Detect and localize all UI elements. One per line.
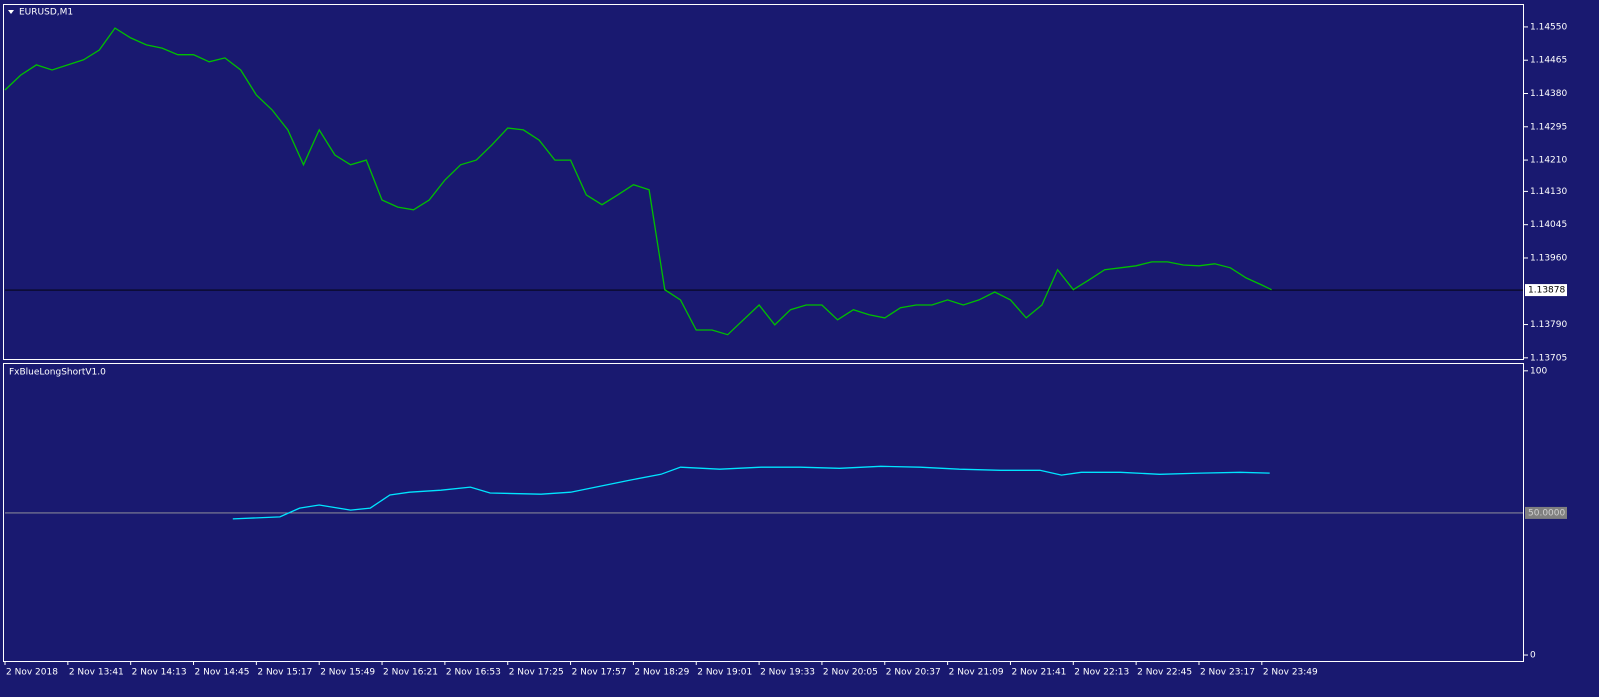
x-tick-label: 2 Nov 2018: [6, 668, 58, 678]
level-box: [1525, 506, 1567, 519]
x-tick-label: 2 Nov 15:17: [257, 668, 312, 678]
series-line: [4, 27, 1272, 336]
x-tick-label: 2 Nov 19:33: [760, 668, 815, 678]
x-tick-label: 2 Nov 18:29: [634, 668, 689, 678]
x-tick-label: 2 Nov 22:13: [1074, 668, 1129, 678]
x-tick-label: 2 Nov 22:45: [1137, 668, 1192, 678]
x-tick-label: 2 Nov 19:01: [697, 668, 752, 678]
y-tick-label: 1.13705: [1530, 353, 1567, 363]
x-tick-label: 2 Nov 15:49: [320, 668, 375, 678]
y-tick-label: 1.14465: [1530, 56, 1567, 66]
y-tick-label: 0: [1530, 651, 1536, 661]
price-panel: [3, 4, 1524, 360]
chart-title: EURUSD,M1: [19, 8, 73, 18]
x-tick-label: 2 Nov 17:25: [509, 668, 564, 678]
x-tick-label: 2 Nov 14:45: [195, 668, 250, 678]
y-tick-label: 100: [1530, 366, 1547, 376]
x-tick-label: 2 Nov 16:53: [446, 668, 501, 678]
y-tick-label: 1.14295: [1530, 122, 1567, 132]
x-tick-label: 2 Nov 21:09: [949, 668, 1004, 678]
y-tick-label: 1.14045: [1530, 220, 1567, 230]
level-label: 1.13878: [1528, 286, 1565, 296]
y-tick-label: 1.13790: [1530, 320, 1567, 330]
menu-arrow[interactable]: [8, 10, 14, 14]
x-tick-label: 2 Nov 20:37: [886, 668, 941, 678]
x-tick-label: 2 Nov 21:41: [1011, 668, 1066, 678]
x-tick-label: 2 Nov 14:13: [132, 668, 187, 678]
series-line: [232, 465, 1270, 520]
y-tick-label: 1.14210: [1530, 156, 1567, 166]
x-tick-label: 2 Nov 17:57: [572, 668, 627, 678]
indicator-title: FxBlueLongShortV1.0: [9, 368, 106, 378]
y-tick-label: 1.13960: [1530, 253, 1567, 263]
x-tick-label: 2 Nov 23:17: [1200, 668, 1255, 678]
x-tick-label: 2 Nov 20:05: [823, 668, 878, 678]
y-tick-label: 1.14130: [1530, 187, 1567, 197]
x-tick-label: 2 Nov 23:49: [1263, 668, 1318, 678]
level-label: 50.0000: [1528, 508, 1565, 518]
x-tick-label: 2 Nov 13:41: [69, 668, 124, 678]
level-box: [1525, 284, 1567, 297]
indicator-panel: [3, 363, 1524, 662]
x-tick-label: 2 Nov 16:21: [383, 668, 438, 678]
y-tick-label: 1.14550: [1530, 22, 1567, 32]
y-tick-label: 1.14380: [1530, 89, 1567, 99]
